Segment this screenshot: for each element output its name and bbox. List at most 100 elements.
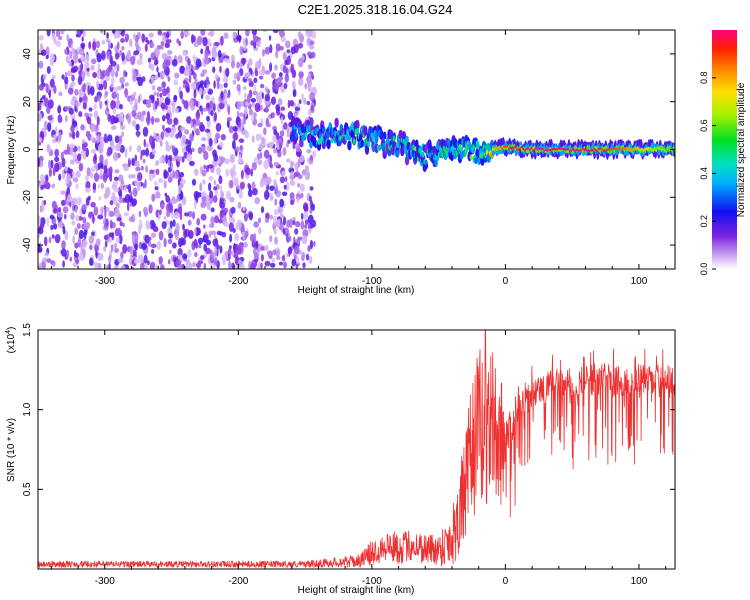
noise-blob <box>55 30 61 38</box>
noise-blob <box>97 184 101 189</box>
noise-blob <box>283 216 286 226</box>
noise-blob <box>226 119 230 128</box>
noise-blob <box>214 41 220 47</box>
noise-blob <box>128 258 132 264</box>
noise-blob <box>134 34 139 43</box>
noise-blob <box>42 184 47 189</box>
snr-panel: -300 -200 -100 0 100 0.5 1.0 1.5 Height of str… <box>5 323 676 596</box>
noise-blob <box>289 180 296 186</box>
noise-blob <box>189 134 194 142</box>
noise-blob <box>40 49 47 56</box>
noise-blob <box>127 183 132 193</box>
noise-blob <box>306 100 311 106</box>
noise-blob <box>134 243 139 251</box>
noise-blob <box>103 192 109 200</box>
noise-blob <box>48 89 52 99</box>
noise-blob <box>202 107 207 112</box>
noise-blob <box>251 30 257 36</box>
noise-blob <box>308 195 312 202</box>
noise-blob <box>268 192 273 197</box>
noise-blob <box>200 213 207 221</box>
colorbar: 0.0 0.2 0.4 0.6 0.8 Normalized spectral ampl… <box>699 30 747 275</box>
noise-blob <box>148 171 154 182</box>
noise-blob <box>97 143 103 153</box>
noise-blob <box>165 154 169 165</box>
noise-blob <box>136 59 143 66</box>
noise-blob <box>247 189 253 197</box>
noise-blob <box>188 99 194 108</box>
noise-blob <box>308 108 312 116</box>
noise-blob <box>38 157 41 167</box>
signal-blob <box>352 138 356 145</box>
noise-blob <box>255 60 261 70</box>
noise-blob <box>187 219 192 226</box>
noise-blob <box>113 187 120 193</box>
noise-blob <box>257 92 262 102</box>
noise-blob <box>289 218 293 229</box>
noise-blob <box>210 207 215 213</box>
noise-blob <box>114 242 118 249</box>
noise-blob <box>141 76 146 83</box>
noise-blob <box>158 230 164 241</box>
noise-blob <box>109 211 115 217</box>
noise-blob <box>168 232 174 239</box>
noise-blob <box>280 106 286 111</box>
noise-blob <box>98 196 102 201</box>
noise-blob <box>151 148 156 155</box>
noise-blob <box>77 145 81 152</box>
noise-blob <box>244 107 248 117</box>
noise-blob <box>213 80 216 89</box>
noise-blob <box>286 253 289 258</box>
snr-scale-exponent: 4 <box>5 330 12 334</box>
noise-blob <box>91 166 96 172</box>
noise-blob <box>81 144 87 152</box>
noise-blob <box>118 112 124 123</box>
noise-blob <box>191 211 196 220</box>
noise-blob <box>87 85 91 96</box>
noise-blob <box>239 112 244 117</box>
noise-blob <box>303 211 308 221</box>
snr-scale-label: (x104) <box>5 327 17 354</box>
noise-blob <box>70 124 75 133</box>
noise-blob <box>285 142 289 148</box>
noise-blob <box>162 115 166 122</box>
noise-blob <box>93 153 97 162</box>
noise-blob <box>304 165 309 172</box>
noise-blob <box>109 200 114 206</box>
noise-blob <box>181 156 185 163</box>
noise-blob <box>75 183 79 190</box>
noise-blob <box>294 245 300 255</box>
noise-blob <box>95 251 98 259</box>
signal-blob <box>382 131 387 140</box>
noise-blob <box>60 199 66 206</box>
noise-blob <box>55 40 61 47</box>
noise-blob <box>274 236 278 245</box>
noise-blob <box>106 50 111 60</box>
noise-blob <box>70 212 75 220</box>
noise-blob <box>54 148 60 158</box>
noise-blob <box>186 86 190 93</box>
noise-blob <box>195 128 200 136</box>
noise-blob <box>278 72 283 78</box>
noise-blob <box>281 255 286 261</box>
noise-blob <box>140 262 145 269</box>
noise-blob <box>173 211 180 219</box>
noise-blob <box>269 185 275 191</box>
colorbar-tick-label: 0.8 <box>699 72 709 85</box>
noise-blob <box>218 102 225 110</box>
noise-blob <box>128 216 135 223</box>
noise-blob <box>50 224 54 231</box>
noise-blob <box>106 107 109 112</box>
noise-blob <box>207 164 214 169</box>
noise-blob <box>66 194 73 203</box>
noise-blob <box>255 240 259 249</box>
noise-blob <box>112 180 119 186</box>
noise-blob <box>138 181 141 188</box>
noise-blob <box>296 196 300 204</box>
noise-blob <box>48 167 53 177</box>
snr-x-label: Height of straight line (km) <box>298 585 415 596</box>
noise-blob <box>61 248 67 257</box>
noise-blob <box>122 222 125 228</box>
noise-blob <box>169 249 172 254</box>
noise-blob <box>57 211 64 218</box>
